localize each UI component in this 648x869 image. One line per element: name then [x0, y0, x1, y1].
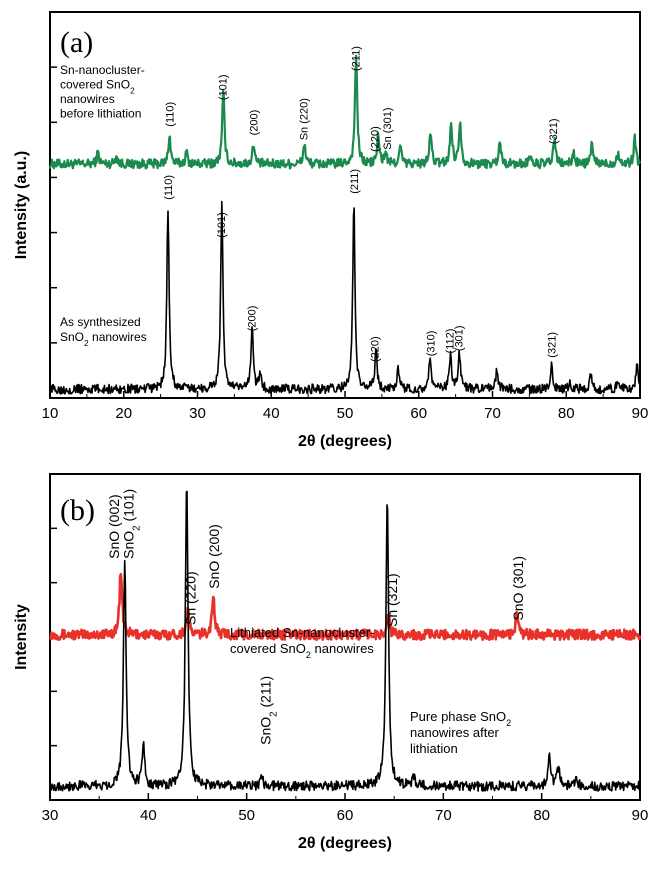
series-label-line: covered SnO2 [60, 78, 135, 96]
peak-label: Sn (220) [183, 571, 199, 625]
peak-label: (310) [426, 331, 438, 357]
series-label-line: Lithiated Sn-nanocluster- [230, 625, 375, 640]
peak-label: Sn (321) [384, 573, 400, 627]
series-label-line: before lithiation [60, 107, 141, 121]
panel-letter: (b) [60, 494, 95, 527]
peak-label: (110) [163, 175, 175, 200]
series-label-line: nanowires [60, 92, 115, 106]
peak-label: (101) [216, 212, 228, 238]
panel-a: 10 20 30 40 50 60 70 80 90 2θ (degrees) Intensity … [13, 11, 648, 450]
series-label-line: lithiation [410, 741, 458, 756]
series-label-line: Pure phase SnO2 [410, 709, 511, 728]
x-tick-label: 10 [42, 405, 59, 422]
x-tick-label: 70 [484, 405, 501, 422]
x-tick-label: 30 [42, 807, 59, 824]
peak-label: (200) [249, 110, 261, 136]
x-tick-label: 20 [115, 405, 132, 422]
peak-label: Sn (220) [299, 98, 311, 140]
peak-label: (321) [547, 332, 559, 358]
peak-label: (101) [218, 74, 230, 100]
series-label-line: covered SnO2 nanowires [230, 641, 374, 660]
x-tick-label: 60 [410, 405, 427, 422]
x-tick-label: 50 [337, 405, 354, 422]
panel-b: 30 40 50 60 70 80 90 2θ (degrees) Intensity (b) Li… [13, 473, 648, 852]
series-line-0 [49, 572, 642, 641]
x-axis-title: 2θ (degrees) [298, 433, 392, 450]
series-line-1 [49, 200, 641, 395]
x-tick-label: 90 [632, 405, 648, 422]
panel-letter: (a) [60, 26, 93, 59]
x-tick-label: 40 [263, 405, 280, 422]
x-tick-label: 80 [533, 807, 550, 824]
peak-label: (112) [445, 329, 457, 354]
peak-label: (211) [349, 169, 361, 194]
series-label-line: nanowires after [410, 725, 500, 740]
y-axis-title: Intensity [13, 604, 30, 670]
series-label-line: Sn-nanocluster- [60, 63, 145, 77]
peak-label: SnO (002) [106, 494, 122, 559]
x-tick-label: 90 [632, 807, 648, 824]
peak-label: SnO (301) [510, 556, 526, 621]
series-line-0 [48, 54, 642, 170]
peak-label: SnO (200) [206, 524, 222, 589]
series-line-1 [49, 490, 641, 792]
x-tick-label: 60 [337, 807, 354, 824]
peak-label: (200) [246, 306, 258, 332]
peak-label: (220) [370, 126, 382, 152]
series-label-line: SnO2 nanowires [60, 330, 147, 348]
x-tick-label: 30 [189, 405, 206, 422]
x-tick-label: 80 [558, 405, 575, 422]
peak-label: SnO2 (101) [121, 489, 143, 559]
series-label-line: As synthesized [60, 315, 141, 329]
peak-label: Sn (301) [382, 107, 394, 149]
peak-label: (321) [548, 118, 560, 144]
peak-label: (110) [164, 102, 176, 127]
x-axis-title: 2θ (degrees) [298, 835, 392, 852]
peak-label: (220) [370, 336, 382, 362]
x-tick-label: 40 [140, 807, 157, 824]
x-tick-label: 70 [435, 807, 452, 824]
y-axis-title: Intensity (a.u.) [13, 151, 30, 259]
x-tick-label: 50 [238, 807, 255, 824]
peak-label: SnO2 (211) [257, 676, 279, 745]
peak-label: (301) [454, 325, 466, 351]
peak-label: (211) [350, 46, 362, 71]
